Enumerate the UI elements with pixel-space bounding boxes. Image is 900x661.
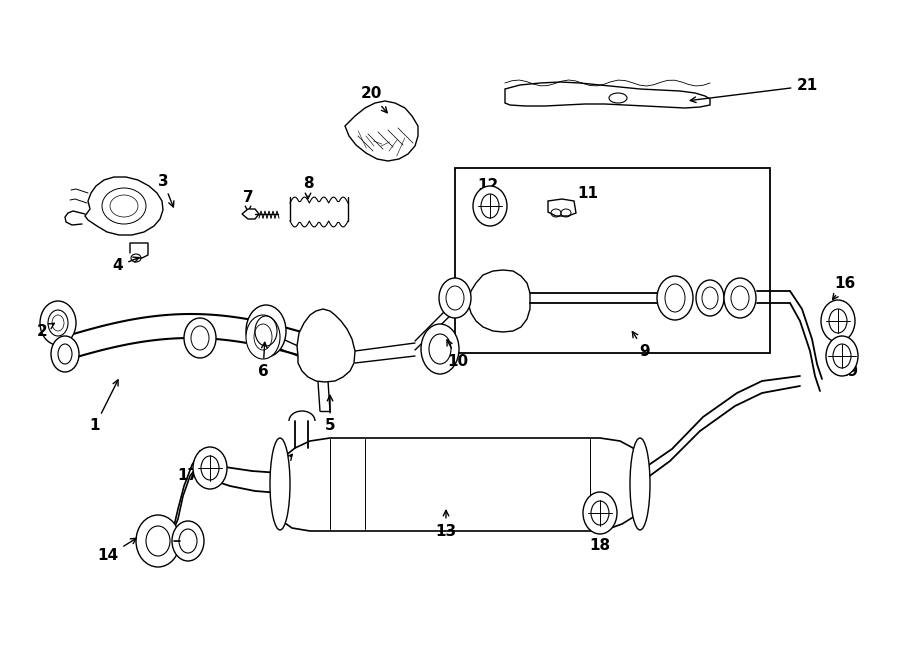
Text: 5: 5 <box>325 395 336 434</box>
Text: 17: 17 <box>177 466 204 483</box>
Ellipse shape <box>657 276 693 320</box>
Ellipse shape <box>630 438 650 530</box>
Text: 7: 7 <box>243 190 253 212</box>
Ellipse shape <box>51 336 79 372</box>
Text: 19: 19 <box>837 355 859 379</box>
Polygon shape <box>279 438 640 531</box>
Ellipse shape <box>172 521 204 561</box>
Text: 11: 11 <box>559 186 598 208</box>
Ellipse shape <box>136 515 180 567</box>
Text: 6: 6 <box>257 342 268 379</box>
Text: 4: 4 <box>112 257 139 274</box>
Text: 10: 10 <box>447 340 469 368</box>
Ellipse shape <box>826 336 858 376</box>
Polygon shape <box>297 309 355 382</box>
Polygon shape <box>505 82 710 108</box>
Ellipse shape <box>724 278 756 318</box>
Ellipse shape <box>421 324 459 374</box>
Text: 20: 20 <box>360 87 387 113</box>
Text: 13: 13 <box>436 510 456 539</box>
Text: 3: 3 <box>158 173 174 207</box>
Polygon shape <box>85 177 163 235</box>
Ellipse shape <box>696 280 724 316</box>
Ellipse shape <box>40 301 76 345</box>
Text: 9: 9 <box>633 332 651 358</box>
Text: 8: 8 <box>302 176 313 199</box>
Ellipse shape <box>821 300 855 342</box>
Ellipse shape <box>270 438 290 530</box>
Text: 21: 21 <box>690 79 817 102</box>
Ellipse shape <box>583 492 617 534</box>
Ellipse shape <box>439 278 471 318</box>
Ellipse shape <box>184 318 216 358</box>
Text: 18: 18 <box>590 525 610 553</box>
Polygon shape <box>548 199 576 216</box>
Ellipse shape <box>246 315 280 359</box>
Ellipse shape <box>193 447 227 489</box>
Polygon shape <box>242 209 259 219</box>
Text: 16: 16 <box>832 276 856 299</box>
Text: 15: 15 <box>269 454 292 477</box>
Ellipse shape <box>246 305 286 357</box>
Polygon shape <box>345 101 418 161</box>
Text: 12: 12 <box>477 178 499 199</box>
Text: 1: 1 <box>90 380 118 434</box>
Bar <box>455 168 770 353</box>
Ellipse shape <box>473 186 507 226</box>
Polygon shape <box>468 270 530 332</box>
Text: 2: 2 <box>37 323 54 338</box>
Text: 14: 14 <box>97 538 136 563</box>
